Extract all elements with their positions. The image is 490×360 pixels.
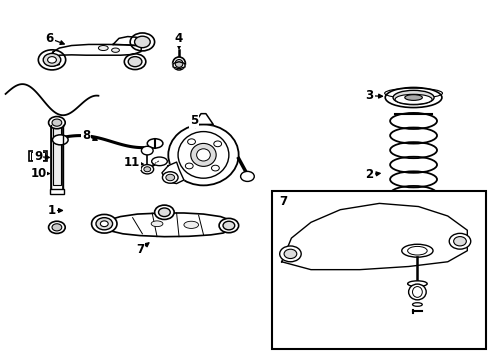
Ellipse shape: [33, 172, 40, 176]
Ellipse shape: [454, 237, 466, 246]
Text: 2: 2: [366, 168, 374, 181]
Ellipse shape: [223, 221, 235, 230]
Ellipse shape: [166, 174, 174, 181]
Ellipse shape: [284, 249, 297, 258]
Polygon shape: [282, 203, 467, 270]
Text: 10: 10: [30, 167, 47, 180]
Polygon shape: [173, 62, 185, 69]
Ellipse shape: [100, 221, 108, 226]
Ellipse shape: [241, 171, 254, 181]
Ellipse shape: [52, 224, 62, 231]
Polygon shape: [162, 162, 184, 184]
Text: 1: 1: [48, 204, 56, 217]
Ellipse shape: [147, 139, 163, 148]
Ellipse shape: [142, 146, 153, 155]
Polygon shape: [194, 114, 213, 125]
Polygon shape: [98, 213, 234, 237]
Ellipse shape: [112, 48, 120, 52]
Ellipse shape: [395, 94, 432, 104]
Text: 5: 5: [190, 114, 198, 127]
Bar: [29, 150, 47, 161]
Ellipse shape: [152, 157, 167, 166]
Bar: [272, 191, 486, 348]
Ellipse shape: [128, 57, 142, 67]
Ellipse shape: [409, 284, 426, 300]
Ellipse shape: [408, 281, 427, 287]
Ellipse shape: [124, 54, 146, 69]
Ellipse shape: [191, 143, 216, 166]
Polygon shape: [49, 44, 142, 66]
Ellipse shape: [151, 221, 163, 226]
Ellipse shape: [385, 87, 442, 108]
Ellipse shape: [405, 95, 422, 100]
Ellipse shape: [214, 141, 221, 147]
Bar: [50, 189, 64, 194]
Ellipse shape: [52, 119, 62, 126]
Ellipse shape: [52, 135, 68, 145]
Ellipse shape: [219, 219, 239, 233]
Ellipse shape: [135, 36, 150, 48]
Text: 7: 7: [279, 195, 287, 208]
Ellipse shape: [43, 53, 61, 66]
Ellipse shape: [188, 139, 196, 145]
Ellipse shape: [49, 117, 65, 129]
Text: 6: 6: [46, 32, 54, 45]
Ellipse shape: [184, 221, 198, 228]
Ellipse shape: [98, 45, 108, 50]
Ellipse shape: [49, 221, 65, 233]
Ellipse shape: [168, 125, 239, 185]
Ellipse shape: [413, 303, 422, 306]
Bar: [53, 123, 61, 185]
Ellipse shape: [144, 167, 151, 172]
Ellipse shape: [92, 215, 117, 233]
Text: 3: 3: [366, 89, 374, 102]
Ellipse shape: [402, 244, 433, 257]
Ellipse shape: [196, 149, 210, 161]
Ellipse shape: [159, 208, 170, 217]
Ellipse shape: [172, 57, 185, 70]
Ellipse shape: [96, 218, 113, 230]
Text: 7: 7: [136, 243, 144, 256]
Ellipse shape: [280, 246, 301, 262]
Text: 4: 4: [175, 32, 183, 45]
Ellipse shape: [175, 59, 183, 67]
Ellipse shape: [393, 90, 434, 105]
Bar: [31, 152, 45, 160]
Text: 9: 9: [34, 150, 43, 163]
Polygon shape: [31, 170, 42, 176]
Text: 11: 11: [123, 156, 140, 169]
Text: 8: 8: [82, 129, 90, 142]
Ellipse shape: [449, 233, 471, 249]
Polygon shape: [113, 37, 143, 45]
Ellipse shape: [130, 33, 155, 51]
Ellipse shape: [162, 172, 178, 183]
Ellipse shape: [141, 165, 154, 174]
Ellipse shape: [155, 205, 174, 220]
Ellipse shape: [212, 165, 220, 171]
Ellipse shape: [38, 50, 66, 70]
Ellipse shape: [48, 57, 56, 63]
Ellipse shape: [185, 163, 193, 169]
Bar: [50, 125, 63, 192]
